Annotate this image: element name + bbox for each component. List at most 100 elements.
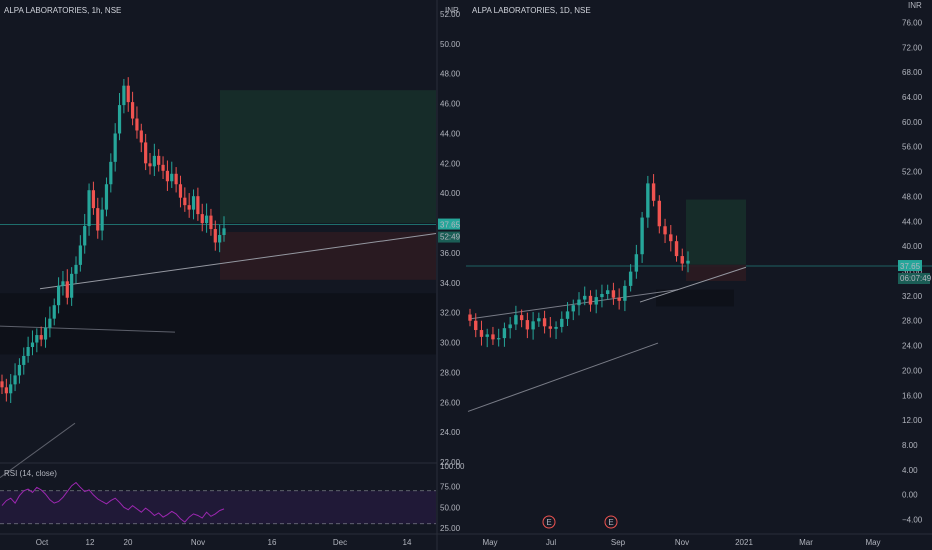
- left-price-tick-label: 36.00: [440, 249, 461, 258]
- left-candle-body: [61, 281, 65, 286]
- right-candle-body: [519, 315, 524, 321]
- right-price-tick-label: 64.00: [902, 93, 923, 102]
- right-candle-body: [537, 318, 541, 322]
- left-candle-body: [30, 342, 35, 348]
- right-candle-body: [605, 290, 610, 294]
- right-price-tick-label: 40.00: [902, 242, 923, 251]
- right-time-label: Jul: [546, 538, 556, 547]
- left-price-tick-label: 22.00: [440, 458, 461, 467]
- left-candle-body: [204, 215, 209, 224]
- left-candle-body: [222, 228, 226, 236]
- left-candle-body: [174, 173, 178, 185]
- left-candle-body: [56, 285, 61, 306]
- right-price-tick-label: 68.00: [902, 68, 923, 77]
- left-candle-body: [17, 364, 22, 376]
- left-candle-body: [13, 375, 17, 385]
- right-time-label: Nov: [675, 538, 689, 547]
- left-time-label: 16: [268, 538, 277, 547]
- left-candle-body: [91, 190, 96, 209]
- left-chart-title: ALPA LABORATORIES, 1h, NSE: [4, 6, 122, 15]
- right-candle-body: [663, 226, 667, 235]
- left-candle-body: [178, 184, 183, 198]
- right-candles: [468, 174, 690, 348]
- right-candle-body: [571, 305, 575, 312]
- right-candle-body: [531, 321, 535, 330]
- left-lower-trendline: [0, 422, 76, 479]
- left-candle-body: [78, 245, 82, 265]
- left-rising-trendline: [39, 233, 437, 290]
- left-time-label: 14: [403, 538, 412, 547]
- right-price-tick-label: 36.00: [902, 267, 923, 276]
- left-price-tick-label: 34.00: [440, 279, 461, 288]
- left-candle-body: [104, 184, 109, 210]
- left-price-tick-label: 40.00: [440, 189, 461, 198]
- left-candle-body: [9, 384, 13, 394]
- right-price-tick-label: 8.00: [902, 441, 918, 450]
- rsi-tick-label: 25.00: [440, 524, 461, 533]
- left-candle-body: [152, 155, 156, 167]
- right-candle-body: [577, 299, 581, 306]
- left-candle-body: [148, 163, 152, 167]
- right-target-zone: [686, 199, 746, 265]
- left-candle-body: [26, 347, 30, 356]
- left-candle-body: [144, 142, 148, 164]
- left-target-zone: [220, 90, 436, 224]
- right-candle-body: [554, 326, 558, 329]
- earnings-event-label: E: [546, 518, 551, 527]
- right-price-tick-label: 72.00: [902, 43, 923, 52]
- left-price-tick-label: 48.00: [440, 70, 461, 79]
- left-candle-body: [200, 214, 204, 224]
- right-candle-body: [686, 260, 690, 264]
- right-candle-body: [640, 217, 644, 255]
- right-candle-body: [651, 183, 656, 201]
- left-time-label: 20: [124, 538, 133, 547]
- left-candle-body: [4, 387, 8, 394]
- left-stop-zone: [220, 232, 436, 280]
- right-candle-body: [479, 330, 484, 337]
- right-countdown-badge: [898, 273, 930, 285]
- left-candle-body: [96, 208, 100, 231]
- left-candle-body: [65, 281, 69, 298]
- left-candle-body: [43, 327, 48, 340]
- right-last-price-badge: [898, 260, 922, 272]
- left-time-label: 12: [86, 538, 95, 547]
- right-price-tick-label: 44.00: [902, 217, 923, 226]
- left-candle-body: [139, 130, 143, 143]
- rsi-band: [0, 490, 436, 524]
- right-price-tick-label: 56.00: [902, 143, 923, 152]
- right-candle-body: [514, 315, 518, 325]
- right-candle-body: [628, 271, 633, 286]
- right-candle-body: [611, 290, 616, 298]
- right-candle-body: [674, 241, 679, 257]
- right-time-label: May: [482, 538, 497, 547]
- right-candle-body: [583, 295, 587, 300]
- right-candle-body: [669, 234, 673, 242]
- left-price-tick-label: 28.00: [440, 368, 461, 377]
- right-time-label: May: [865, 538, 880, 547]
- right-last-price-text: 37.65: [900, 262, 921, 271]
- right-price-tick-label: 12.00: [902, 416, 923, 425]
- right-time-label: Sep: [611, 538, 626, 547]
- left-demand-zone: [0, 293, 436, 355]
- right-price-tick-label: 28.00: [902, 317, 923, 326]
- left-candle-body: [22, 355, 26, 365]
- left-currency-label: INR: [445, 6, 459, 15]
- left-candle-body: [165, 170, 170, 182]
- earnings-event-icon: [542, 515, 556, 529]
- left-candle-body: [187, 205, 191, 210]
- left-countdown-text: 52:49: [440, 233, 461, 242]
- left-candle-body: [170, 173, 174, 182]
- right-candle-body: [485, 334, 489, 337]
- left-price-tick-label: 52.00: [440, 10, 461, 19]
- right-candle-body: [588, 295, 593, 305]
- left-candle-body: [117, 105, 122, 134]
- left-candle-body: [70, 273, 74, 298]
- right-channel-bottom-line: [467, 342, 659, 412]
- earnings-event-icon: [604, 515, 618, 529]
- right-candle-body: [474, 320, 478, 331]
- left-candle-body: [126, 85, 130, 103]
- right-price-tick-label: 4.00: [902, 466, 918, 475]
- rsi-tick-label: 50.00: [440, 503, 461, 512]
- left-candle-body: [196, 196, 200, 215]
